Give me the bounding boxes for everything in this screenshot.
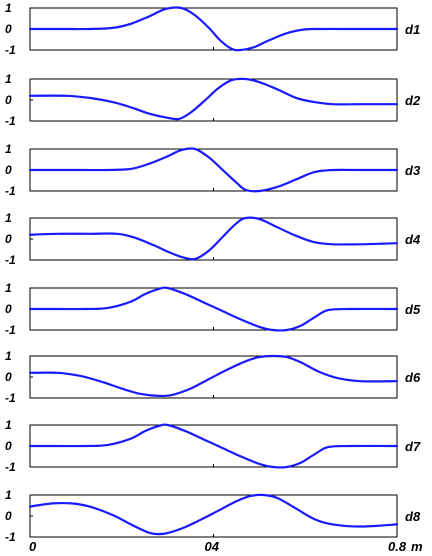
y-tick-label: 1 (5, 349, 12, 363)
y-tick-label: 0 (5, 302, 12, 316)
series-line-d3 (28, 147, 399, 193)
x-axis-unit: m (411, 539, 423, 554)
panel-d6: 1 0 -1 d6 (5, 349, 421, 405)
series-label-d6: d6 (405, 370, 421, 385)
panel-d2: 1 0 -1 d2 (5, 72, 421, 128)
y-tick-label: 1 (5, 211, 12, 225)
y-tick-label: -1 (5, 253, 16, 267)
x-tick-label: 04 (205, 539, 220, 554)
y-tick-label: 1 (5, 1, 12, 15)
series-label-d5: d5 (405, 302, 421, 317)
y-tick-label: 1 (5, 142, 12, 156)
panel-frame (29, 78, 398, 122)
y-tick-label: -1 (5, 391, 16, 405)
y-tick-label: 0 (5, 509, 12, 523)
y-tick-label: -1 (5, 43, 16, 57)
series-line-d5 (28, 286, 399, 332)
y-tick-label: -1 (5, 323, 16, 337)
y-tick-label: 1 (5, 281, 12, 295)
panel-d1: 1 0 -1 d1 (5, 1, 420, 57)
series-label-d3: d3 (405, 163, 421, 178)
series-label-d7: d7 (405, 439, 421, 454)
series-line-d1 (28, 6, 399, 52)
y-tick-label: -1 (5, 460, 16, 474)
series-label-d4: d4 (405, 232, 421, 247)
x-tick-label: 0.8 (388, 539, 407, 554)
series-line-d2 (28, 77, 399, 121)
series-line-d8 (28, 493, 399, 536)
y-tick-label: -1 (5, 530, 16, 544)
y-tick-label: -1 (5, 114, 16, 128)
y-tick-label: 1 (5, 72, 12, 86)
panel-d4: 1 0 -1 d4 (5, 211, 421, 267)
y-tick-label: -1 (5, 184, 16, 198)
y-tick-label: 0 (5, 370, 12, 384)
panel-frame (29, 217, 398, 261)
y-tick-label: 1 (5, 418, 12, 432)
series-label-d1: d1 (405, 22, 420, 37)
series-label-d8: d8 (405, 509, 421, 524)
panel-d5: 1 0 -1 d5 (5, 281, 421, 337)
y-tick-label: 0 (5, 232, 12, 246)
y-tick-label: 1 (5, 488, 12, 502)
y-tick-label: 0 (5, 93, 12, 107)
panel-d7: 1 0 -1 d7 (5, 418, 421, 474)
series-line-d6 (28, 354, 399, 398)
y-tick-label: 0 (5, 163, 12, 177)
panel-d3: 1 0 -1 d3 (5, 142, 421, 198)
series-line-d4 (28, 216, 399, 261)
panel-d8: 1 0 -1 d8 (5, 488, 421, 544)
panel-frame (29, 494, 398, 538)
series-line-d7 (28, 423, 399, 469)
y-tick-label: 0 (5, 22, 12, 36)
y-tick-label: 0 (5, 439, 12, 453)
series-label-d2: d2 (405, 93, 421, 108)
x-tick-label: 0 (29, 539, 37, 554)
